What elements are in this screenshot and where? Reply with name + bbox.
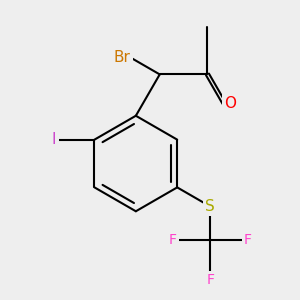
Text: F: F xyxy=(206,273,214,287)
Text: I: I xyxy=(52,132,56,147)
Text: F: F xyxy=(169,233,177,247)
Text: F: F xyxy=(244,233,252,247)
Text: Br: Br xyxy=(114,50,131,65)
Text: S: S xyxy=(206,199,215,214)
Text: O: O xyxy=(224,96,236,111)
